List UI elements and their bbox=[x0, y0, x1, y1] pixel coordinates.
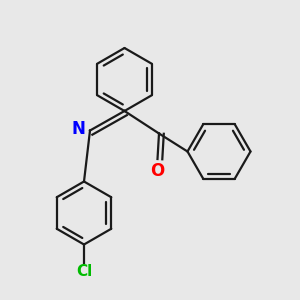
Text: Cl: Cl bbox=[76, 264, 92, 279]
Text: O: O bbox=[150, 162, 165, 180]
Text: N: N bbox=[72, 120, 86, 138]
